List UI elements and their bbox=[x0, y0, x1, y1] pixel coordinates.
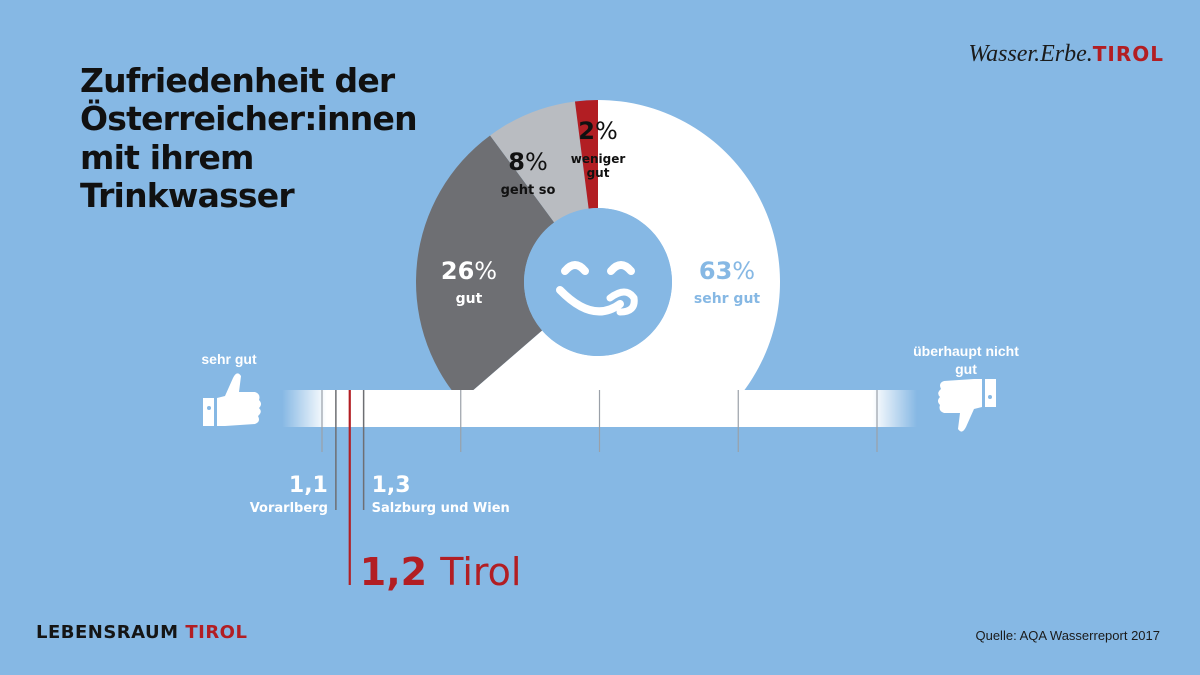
thumb-dot bbox=[988, 395, 992, 399]
slice-unit: % bbox=[595, 117, 618, 145]
slice-number: 2 bbox=[578, 117, 595, 145]
title-line: Trinkwasser bbox=[80, 175, 295, 215]
scale-marker-value: 1,2 Tirol bbox=[360, 550, 522, 594]
slice-category: sehr gut bbox=[694, 291, 761, 307]
scale-right-label: überhaupt nicht gut bbox=[913, 343, 1019, 377]
smiley-tongue-icon bbox=[556, 261, 638, 316]
slice-value: 2% bbox=[578, 117, 618, 145]
title-line: Österreicher:innen bbox=[80, 99, 418, 139]
donut-chart bbox=[415, 100, 780, 427]
slice-category: weniger bbox=[571, 152, 626, 166]
donut-slice-weniger-gut bbox=[574, 100, 598, 209]
slice-category: gut bbox=[587, 166, 610, 180]
slice-unit: % bbox=[732, 257, 755, 285]
title-line: Zufriedenheit der bbox=[80, 61, 395, 100]
scale-marker-tirol: 1,2 Tirol bbox=[348, 390, 522, 594]
brand-bottom-part1: LEBENSRAUM bbox=[36, 622, 186, 643]
donut-hole bbox=[524, 208, 672, 356]
thumbs-down-icon bbox=[938, 379, 996, 432]
thumb-hand bbox=[938, 379, 982, 432]
slice-number: 63 bbox=[699, 257, 732, 285]
smiley-tongue bbox=[606, 288, 638, 316]
slice-value: 63% bbox=[699, 257, 755, 285]
slice-unit: % bbox=[525, 148, 548, 176]
thumb-hand bbox=[217, 373, 261, 426]
source-note: Quelle: AQA Wasserreport 2017 bbox=[975, 628, 1160, 643]
slice-label-gut: 26% gut bbox=[441, 257, 497, 307]
slice-unit: % bbox=[474, 257, 497, 285]
scale-left-label: sehr gut bbox=[201, 351, 257, 367]
slice-category: gut bbox=[456, 291, 483, 307]
slice-number: 8 bbox=[508, 148, 525, 176]
smiley-mouth bbox=[556, 286, 624, 316]
brand-top-part2: TIROL bbox=[1092, 42, 1164, 66]
donut-slice-geht-so bbox=[490, 101, 589, 223]
smiley-right-eye bbox=[607, 261, 635, 275]
scale-marker-region: Salzburg und Wien bbox=[372, 501, 510, 516]
thumb-dot bbox=[207, 406, 211, 410]
slice-label-sehr-gut: 63% sehr gut bbox=[694, 257, 761, 307]
slice-category: geht so bbox=[501, 183, 556, 198]
chart-title: Zufriedenheit der Österreicher:innen mit… bbox=[80, 61, 440, 215]
slice-label-geht-so: 8% geht so bbox=[501, 148, 556, 198]
scale-marker-value: 1,1 bbox=[289, 473, 328, 498]
marker-region: Tirol bbox=[439, 550, 521, 594]
brand-logo-bottom: LEBENSRAUM TIROL bbox=[36, 622, 247, 643]
smiley-left-eye bbox=[561, 261, 589, 275]
brand-top-part1: Wasser.Erbe. bbox=[968, 41, 1093, 67]
title-line: mit ihrem bbox=[80, 137, 254, 177]
scale-marker-salzburg-und-wien: 1,3 Salzburg und Wien bbox=[362, 390, 510, 516]
brand-bottom-part2: TIROL bbox=[185, 622, 248, 643]
slice-number: 26 bbox=[441, 257, 474, 285]
donut-slice-sehr-gut bbox=[460, 100, 780, 427]
scale-marker-value: 1,3 bbox=[372, 473, 411, 498]
thumb-cuff bbox=[985, 379, 996, 407]
brand-logo-top: Wasser.Erbe.TIROL bbox=[968, 40, 1164, 68]
slice-value: 26% bbox=[441, 257, 497, 285]
slice-value: 8% bbox=[508, 148, 548, 176]
marker-number: 1,2 bbox=[360, 550, 441, 594]
scale-marker-vorarlberg: 1,1 Vorarlberg bbox=[250, 390, 337, 516]
scale-marker-region: Vorarlberg bbox=[250, 501, 328, 516]
thumb-cuff bbox=[203, 398, 214, 426]
thumbs-up-icon bbox=[203, 373, 261, 426]
donut-slice-gut bbox=[415, 135, 555, 402]
